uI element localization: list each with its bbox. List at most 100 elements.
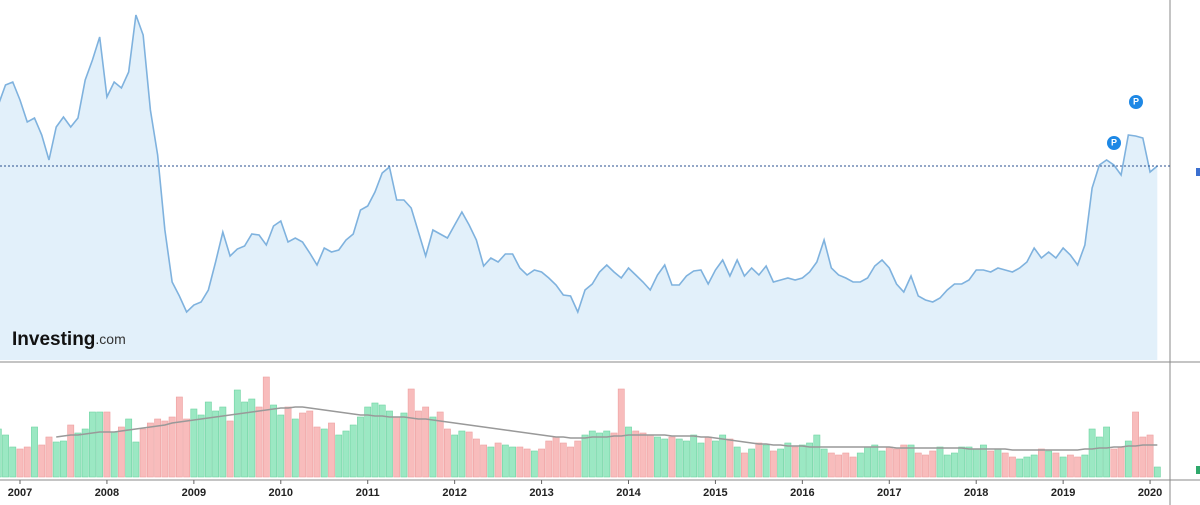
- volume-bar: [509, 446, 516, 478]
- volume-bar: [175, 396, 183, 478]
- volume-bar: [567, 446, 574, 478]
- volume-bar: [219, 406, 227, 478]
- volume-bar: [357, 416, 364, 478]
- x-tick-label: 2018: [964, 487, 988, 499]
- volume-bar: [52, 441, 60, 478]
- marker[interactable]: [1129, 95, 1143, 109]
- volume-bar: [704, 436, 712, 478]
- volume-bar: [320, 428, 328, 478]
- volume-bar: [835, 454, 842, 478]
- volume-bar: [1023, 456, 1031, 478]
- marker[interactable]: [1107, 136, 1121, 150]
- area-fill: [0, 15, 1158, 360]
- volume-bar: [617, 388, 625, 478]
- price-flag: [1196, 168, 1200, 176]
- volume-bar: [516, 446, 524, 478]
- volume-bar: [951, 452, 958, 478]
- volume-bar: [603, 430, 611, 478]
- volume-bar: [632, 430, 640, 478]
- x-tick-label: 2011: [356, 487, 380, 499]
- volume-bar: [335, 434, 343, 478]
- volume-bar: [110, 431, 118, 478]
- volume-bar: [820, 448, 828, 478]
- volume-bar: [212, 410, 219, 478]
- volume-bar: [103, 411, 111, 478]
- plot: [0, 14, 1170, 478]
- volume-bar: [386, 410, 393, 478]
- volume-bar: [60, 440, 67, 478]
- volume-bar: [38, 444, 46, 478]
- volume-bar: [559, 442, 567, 478]
- volume-bar: [1095, 436, 1103, 478]
- volume-bar: [741, 452, 748, 478]
- volume-bar: [89, 411, 96, 478]
- volume-bar: [480, 444, 488, 478]
- volume-bar: [798, 444, 806, 478]
- volume-bar: [31, 426, 38, 478]
- volume-bar: [125, 418, 133, 478]
- volume-bar: [161, 420, 169, 478]
- volume-bar: [23, 446, 31, 478]
- volume-bar: [784, 442, 792, 478]
- x-tick-label: 2015: [703, 487, 727, 499]
- volume-bar: [183, 418, 191, 478]
- volume-bar: [132, 441, 140, 478]
- volume-flag: [1196, 466, 1200, 474]
- volume-bar: [900, 444, 908, 478]
- volume-bar: [958, 446, 966, 478]
- volume-bar: [929, 450, 937, 478]
- volume-bar: [980, 444, 987, 478]
- volume-bar: [1030, 454, 1038, 478]
- volume-bar: [893, 448, 900, 478]
- volume-bar: [378, 404, 386, 478]
- volume-bar: [1132, 411, 1139, 478]
- volume-bar: [842, 452, 850, 478]
- volume-bar: [204, 401, 212, 478]
- volume-bar: [806, 442, 813, 478]
- volume-bar: [248, 398, 256, 478]
- volume-bar: [922, 454, 929, 478]
- volume-bar: [827, 452, 835, 478]
- volume-bar: [646, 434, 654, 478]
- volume-bar: [813, 434, 821, 478]
- volume-bar: [849, 456, 857, 478]
- volume-bar: [769, 450, 777, 478]
- volume-bar: [299, 412, 306, 478]
- volume-bar: [1088, 428, 1096, 478]
- volume-bar: [233, 389, 241, 478]
- marker-label[interactable]: P: [1111, 137, 1117, 147]
- volume-bar: [1074, 456, 1082, 478]
- marker-label[interactable]: P: [1133, 96, 1139, 106]
- volume-bar: [197, 414, 205, 478]
- volume-bar: [1045, 450, 1053, 478]
- volume-bar: [878, 450, 886, 478]
- volume-bar: [1009, 456, 1016, 478]
- volume-bar: [67, 424, 75, 478]
- volume-bar: [777, 448, 785, 478]
- volume-bar: [422, 406, 430, 478]
- volume-bar: [994, 448, 1002, 478]
- volume-bar: [443, 428, 451, 478]
- logo-suffix: .com: [95, 331, 125, 347]
- volume-bar: [733, 446, 741, 478]
- volume-bar: [393, 416, 401, 478]
- x-tick-label: 2016: [790, 487, 814, 499]
- volume-bar: [501, 444, 509, 478]
- x-tick-label: 2014: [616, 487, 641, 499]
- volume-bar: [856, 452, 864, 478]
- volume-bar: [407, 388, 415, 478]
- volume-bar: [654, 436, 661, 478]
- volume-bar: [661, 438, 669, 478]
- volume-bar: [943, 454, 951, 478]
- volume-bar: [139, 428, 147, 478]
- volume-bar: [400, 412, 408, 478]
- volume-bar: [726, 438, 734, 478]
- volume-bar: [2, 434, 9, 478]
- volume-bar: [755, 442, 763, 478]
- volume-bar: [306, 410, 314, 478]
- volume-bar: [697, 442, 705, 478]
- volume-bar: [154, 418, 162, 478]
- x-tick-label: 2009: [182, 487, 206, 499]
- logo: Investing.com: [12, 329, 126, 350]
